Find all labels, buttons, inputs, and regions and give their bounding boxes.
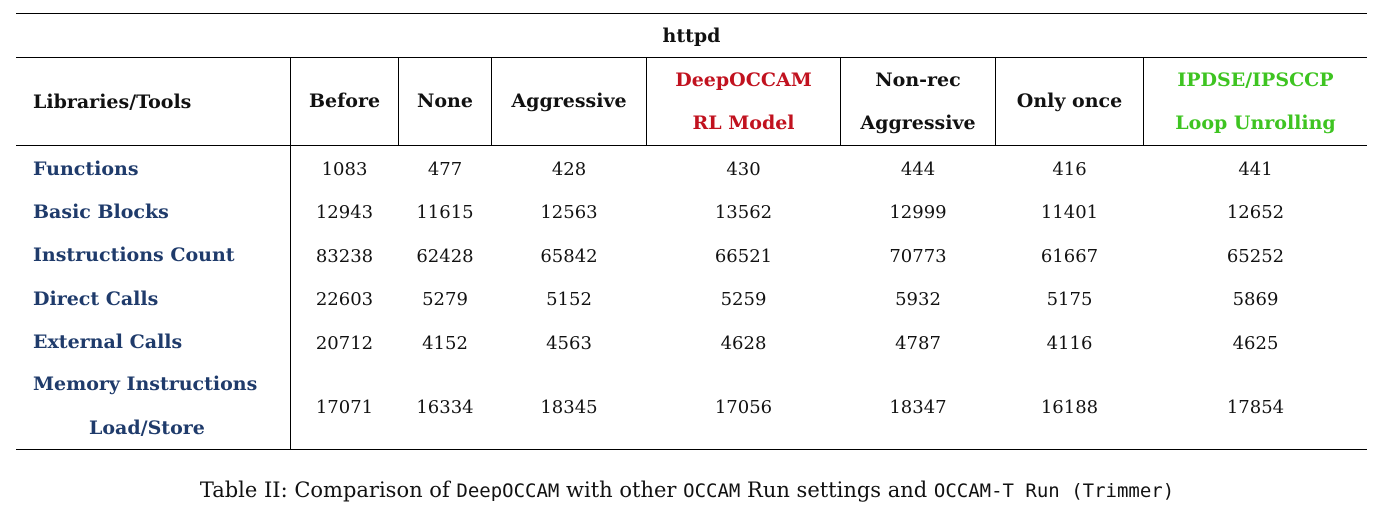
table-cell: 428 xyxy=(551,159,587,180)
table-cell: 4116 xyxy=(1046,332,1093,354)
table-cell: 22603 xyxy=(315,289,374,310)
bottom-rule xyxy=(16,449,1367,450)
table-cell: 4628 xyxy=(720,332,767,354)
column-header-line2: Aggressive xyxy=(860,111,976,134)
table-cell: 5932 xyxy=(895,289,941,310)
table-cell: 12943 xyxy=(315,202,374,223)
top-rule xyxy=(16,13,1367,14)
row-label: Instructions Count xyxy=(33,244,235,266)
table-cell: 65252 xyxy=(1226,245,1285,267)
table-cell: 4152 xyxy=(422,332,468,354)
column-header-line2: Loop Unrolling xyxy=(1175,111,1336,134)
column-header: IPDSE/IPSCCP Loop Unrolling xyxy=(1144,58,1367,145)
row-label: Memory Instructions xyxy=(33,373,258,395)
column-header-line1: IPDSE/IPSCCP xyxy=(1177,68,1334,91)
table-cell: 83238 xyxy=(315,245,374,267)
table-cell: 441 xyxy=(1238,159,1273,180)
table-cell: 62428 xyxy=(416,245,474,267)
row-label: External Calls xyxy=(33,331,183,353)
table-cell: 16334 xyxy=(416,396,474,418)
table-cell: 17854 xyxy=(1226,396,1285,418)
caption-code-deepoccam: DeepOCCAM xyxy=(456,480,560,502)
table-cell: 5259 xyxy=(720,289,767,310)
table-caption: Table II: Comparison of DeepOCCAM with o… xyxy=(0,478,1374,502)
table-cell: 1083 xyxy=(321,159,368,180)
table-cell: 65842 xyxy=(540,245,598,267)
table-cell: 4787 xyxy=(895,332,941,354)
caption-code-occam: OCCAM xyxy=(683,480,741,502)
table-cell: 5279 xyxy=(422,289,468,310)
caption-code-occam-t: OCCAM-T Run (Trimmer) xyxy=(933,480,1175,502)
caption-mid2: Run settings and xyxy=(740,478,934,502)
table-cell: 13562 xyxy=(714,202,773,223)
table-cell: 11401 xyxy=(1040,202,1099,223)
table-cell: 5152 xyxy=(546,289,592,310)
label-separator xyxy=(290,58,291,449)
row-label: Basic Blocks xyxy=(33,201,169,223)
title-rule xyxy=(16,57,1367,58)
header-separator xyxy=(398,58,399,145)
header-separator xyxy=(840,58,841,145)
column-header: Before xyxy=(291,58,398,145)
table-cell: 18347 xyxy=(889,396,947,418)
table-cell: 444 xyxy=(900,159,936,180)
caption-mid1: with other xyxy=(559,478,684,502)
caption-prefix: Table II: Comparison of xyxy=(199,478,457,502)
table-cell: 416 xyxy=(1052,159,1087,180)
table-cell: 61667 xyxy=(1040,245,1099,267)
table-cell: 12652 xyxy=(1226,202,1285,223)
table-cell: 12563 xyxy=(540,202,598,223)
table-cell: 430 xyxy=(726,159,761,180)
header-separator xyxy=(1143,58,1144,145)
table-cell: 4625 xyxy=(1232,332,1279,354)
column-header-line1: Aggressive xyxy=(511,90,627,112)
table-cell: 12999 xyxy=(889,202,947,223)
column-header-line1: Only once xyxy=(1016,90,1123,112)
table-cell: 5869 xyxy=(1232,289,1279,310)
column-header-line2: RL Model xyxy=(692,111,795,134)
row-label: Functions xyxy=(33,158,139,180)
table-cell: 16188 xyxy=(1040,396,1099,418)
table-cell: 66521 xyxy=(714,245,773,267)
table-title: httpd xyxy=(662,24,721,47)
row-label: Direct Calls xyxy=(33,288,159,310)
column-header-line1: Non-rec xyxy=(875,68,961,91)
header-rule xyxy=(16,145,1367,146)
column-header-line1: Before xyxy=(308,90,381,112)
table-cell: 4563 xyxy=(546,332,592,354)
table-cell: 20712 xyxy=(315,332,374,354)
table-cell: 70773 xyxy=(889,245,947,267)
column-header: Non-rec Aggressive xyxy=(841,58,995,145)
column-header: DeepOCCAM RL Model xyxy=(647,58,840,145)
header-separator xyxy=(995,58,996,145)
corner-header: Libraries/Tools xyxy=(33,90,192,113)
column-header: Only once xyxy=(996,58,1143,145)
table-cell: 5175 xyxy=(1046,289,1093,310)
table-cell: 11615 xyxy=(416,202,474,223)
column-header-line1: None xyxy=(417,90,473,112)
table-cell: 17071 xyxy=(315,396,374,418)
column-header-line1: DeepOCCAM xyxy=(675,68,812,91)
header-separator xyxy=(646,58,647,145)
table-cell: 17056 xyxy=(714,396,773,418)
column-header: None xyxy=(399,58,491,145)
table-cell: 477 xyxy=(427,159,463,180)
header-separator xyxy=(491,58,492,145)
table-cell: 18345 xyxy=(540,396,598,418)
row-label-line2: Load/Store xyxy=(89,417,205,439)
column-header: Aggressive xyxy=(492,58,646,145)
